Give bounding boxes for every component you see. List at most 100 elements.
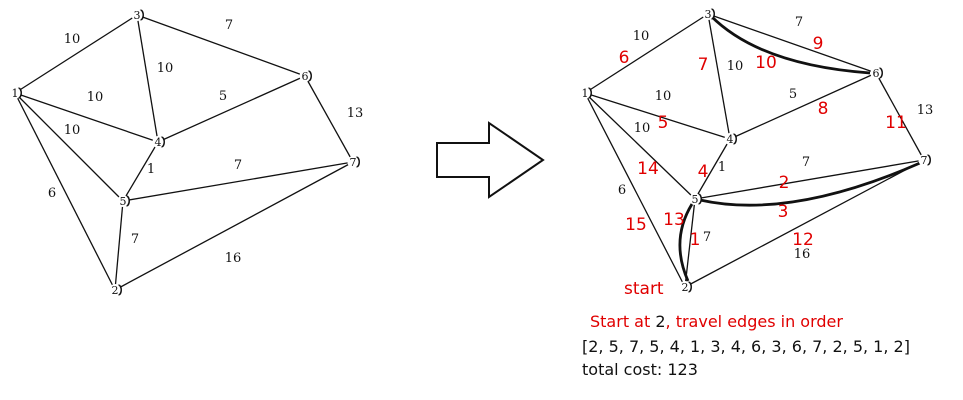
left-weight-4-6: 5 xyxy=(219,89,227,104)
left-weight-1-2: 6 xyxy=(48,186,56,201)
right-curve-3-6 xyxy=(710,15,871,75)
left-weight-6-7: 13 xyxy=(347,106,364,121)
left-edge-5-2 xyxy=(114,200,124,291)
right-weight-1-5: 10 xyxy=(634,121,651,136)
right-edge-1-2 xyxy=(584,92,686,288)
right-curve-5-7 xyxy=(699,161,921,207)
right-node-5: 5 xyxy=(692,193,699,206)
right-edge-6-7 xyxy=(875,72,925,161)
left-weight-5-2: 7 xyxy=(131,232,139,247)
left-node-bg-6 xyxy=(299,70,311,82)
left-edge-3-4 xyxy=(136,14,159,143)
right-edge-1-5 xyxy=(584,92,696,200)
right-edge-4-5 xyxy=(694,138,731,200)
left-edge-1-4 xyxy=(14,92,159,143)
order-number-3: 3 xyxy=(778,202,789,222)
right-edge-1-4 xyxy=(584,92,731,140)
left-node-2: 2 xyxy=(112,284,119,297)
total-cost: total cost: 123 xyxy=(582,360,698,379)
right-edge-3-6 xyxy=(707,13,877,74)
right-node-bg-5 xyxy=(689,193,701,205)
right-edge-3-4 xyxy=(707,13,731,140)
order-number-4: 4 xyxy=(698,162,709,182)
caption-start-node: 2 xyxy=(655,312,666,331)
left-node-7: 7 xyxy=(350,156,357,169)
right-edge-4-6 xyxy=(729,72,877,140)
left-weight-3-6: 7 xyxy=(225,18,233,33)
right-node-4: 4 xyxy=(727,133,734,146)
left-node-bg-3 xyxy=(131,9,143,21)
right-edge-5-2 xyxy=(684,198,696,288)
left-edge-1-2 xyxy=(14,92,116,291)
right-weight-5-2: 7 xyxy=(703,230,711,245)
left-node-1: 1 xyxy=(12,87,19,100)
order-number-2: 2 xyxy=(779,173,790,193)
transform-arrow xyxy=(436,121,545,199)
order-number-14: 14 xyxy=(637,159,659,179)
right-weight-5-7: 7 xyxy=(802,155,810,170)
left-weight-5-7: 7 xyxy=(234,158,242,173)
left-edge-2-7 xyxy=(114,161,354,291)
order-number-13: 13 xyxy=(663,210,685,230)
right-weight-3-6: 7 xyxy=(795,15,803,30)
left-edge-6-7 xyxy=(304,75,354,163)
caption-line-1: Start at 2, travel edges in order xyxy=(590,312,843,331)
order-number-10: 10 xyxy=(755,53,777,73)
left-node-5: 5 xyxy=(120,195,127,208)
left-node-bg-5 xyxy=(117,195,129,207)
right-weight-3-4: 10 xyxy=(727,59,744,74)
right-node-bg-2 xyxy=(679,281,691,293)
right-weight-6-7: 13 xyxy=(917,103,934,118)
right-weight-4-6: 5 xyxy=(789,87,797,102)
left-edge-4-5 xyxy=(122,141,159,202)
left-node-4: 4 xyxy=(155,136,162,149)
left-node-bg-1 xyxy=(9,87,21,99)
edge-sequence: [2, 5, 7, 5, 4, 1, 3, 4, 6, 3, 6, 7, 2, … xyxy=(582,337,910,356)
caption-suffix: , travel edges in order xyxy=(665,312,843,331)
right-node-bg-4 xyxy=(724,133,736,145)
left-weight-1-5: 10 xyxy=(64,123,81,138)
left-weight-1-4: 10 xyxy=(87,90,104,105)
right-weight-1-3: 10 xyxy=(633,29,650,44)
left-weight-4-5: 1 xyxy=(147,162,155,177)
order-number-9: 9 xyxy=(813,34,824,54)
order-number-1: 1 xyxy=(690,230,701,250)
right-edge-5-7 xyxy=(694,159,925,200)
right-weight-1-4: 10 xyxy=(655,89,672,104)
order-number-11: 11 xyxy=(885,113,907,133)
right-node-bg-1 xyxy=(579,87,591,99)
left-weight-2-7: 16 xyxy=(225,251,242,266)
right-node-7: 7 xyxy=(921,154,928,167)
right-node-bg-7 xyxy=(918,154,930,166)
right-edge-1-3 xyxy=(584,13,709,94)
order-number-15: 15 xyxy=(625,215,647,235)
left-edge-4-6 xyxy=(157,75,306,143)
caption-prefix: Start at xyxy=(590,312,656,331)
right-weight-4-5: 1 xyxy=(718,160,726,175)
right-node-1: 1 xyxy=(582,87,589,100)
left-node-6: 6 xyxy=(302,70,309,83)
right-weight-2-7: 16 xyxy=(794,247,811,262)
order-number-7: 7 xyxy=(698,55,709,75)
order-number-5: 5 xyxy=(658,113,669,133)
right-node-2: 2 xyxy=(682,281,689,294)
left-edge-1-5 xyxy=(14,92,124,202)
left-weight-3-4: 10 xyxy=(157,61,174,76)
right-node-3: 3 xyxy=(705,8,712,21)
order-number-8: 8 xyxy=(818,99,829,119)
right-weight-1-2: 6 xyxy=(618,183,626,198)
left-node-bg-4 xyxy=(152,136,164,148)
order-number-6: 6 xyxy=(619,48,630,68)
start-label: start xyxy=(624,279,664,299)
right-node-bg-3 xyxy=(702,8,714,20)
left-node-3: 3 xyxy=(134,9,141,22)
left-edge-1-3 xyxy=(14,14,138,94)
right-node-6: 6 xyxy=(873,67,880,80)
order-number-12: 12 xyxy=(792,230,814,250)
right-curve-5-2 xyxy=(678,203,694,282)
left-weight-1-3: 10 xyxy=(64,32,81,47)
right-node-bg-6 xyxy=(870,67,882,79)
left-node-bg-2 xyxy=(109,284,121,296)
